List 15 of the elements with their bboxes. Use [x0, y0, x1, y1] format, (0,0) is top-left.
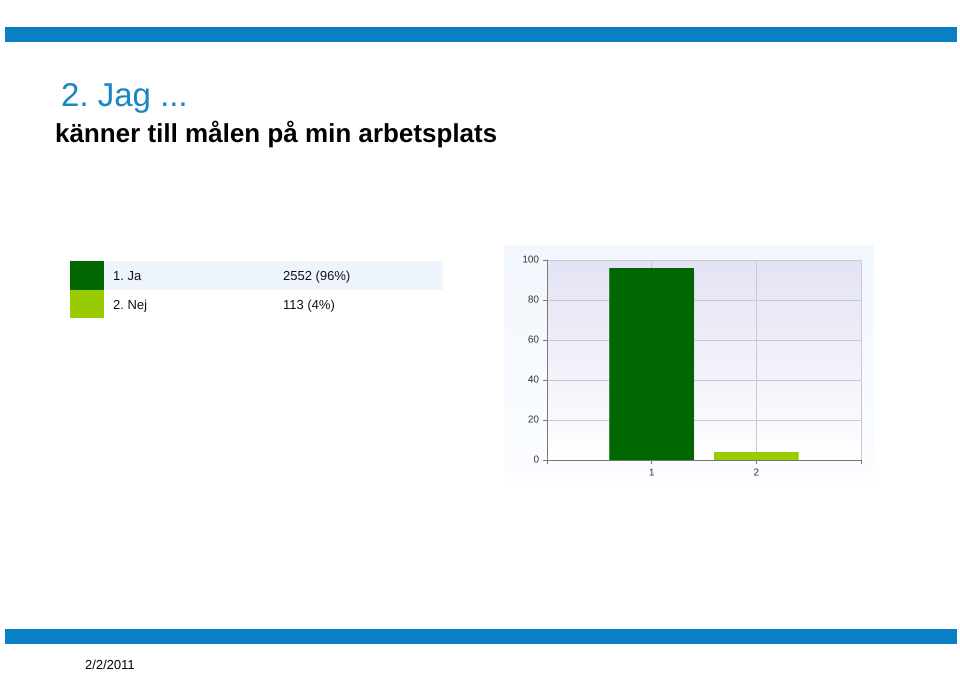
text: känner till målen på min arbetsplats: [55, 118, 498, 148]
text: 2552 (96%): [283, 268, 350, 283]
text: 113 (4%): [283, 297, 335, 312]
y-tick-label: 100: [522, 254, 540, 266]
y-tick-label: 0: [533, 454, 540, 466]
y-tick-label: 20: [528, 414, 540, 426]
x-tick-label: 2: [754, 468, 760, 478]
y-tick-label: 80: [528, 294, 540, 306]
text: 2/2/2011: [85, 657, 135, 672]
legend-label: 1. Ja: [113, 268, 142, 283]
text: 2. Jag ...: [61, 76, 188, 114]
y-tick-label: 40: [528, 374, 540, 386]
x-tick-label: 1: [648, 468, 655, 478]
legend-label: 2. Nej: [113, 297, 147, 312]
y-tick-label: 60: [528, 334, 540, 346]
